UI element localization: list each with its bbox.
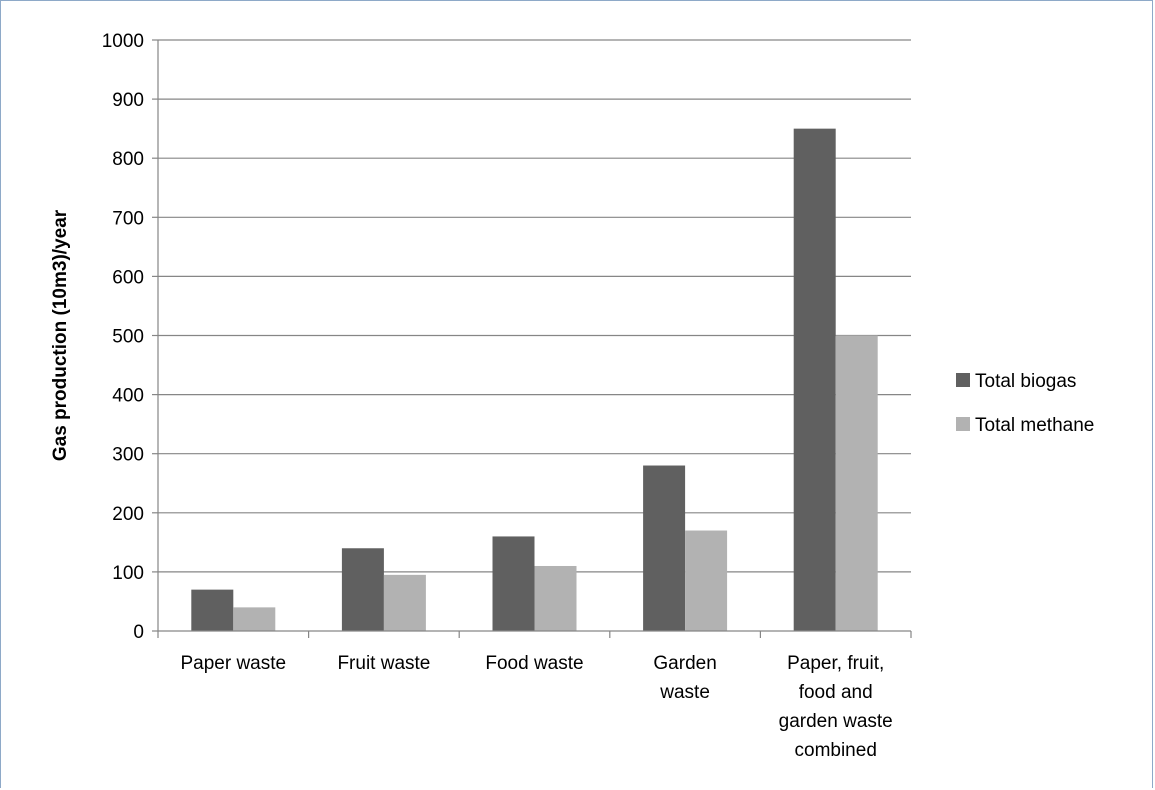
gridlines [152, 39, 911, 632]
y-tick-label: 0 [133, 622, 144, 643]
y-tick-label: 900 [112, 90, 144, 111]
bar [685, 530, 728, 631]
bar [341, 548, 384, 631]
legend-label: Total biogas [975, 371, 1076, 392]
bar [534, 565, 577, 631]
bar [492, 536, 535, 631]
y-axis-title: Gas production (10m3)/year [50, 209, 71, 461]
bar [643, 465, 686, 631]
y-tick-label: 800 [112, 149, 144, 170]
y-tick-label: 300 [112, 445, 144, 466]
x-category-label: Paper waste [180, 653, 286, 674]
x-category-label: waste [659, 682, 710, 703]
bar [383, 574, 426, 631]
y-tick-label: 500 [112, 327, 144, 348]
x-category-label: Food waste [485, 653, 583, 674]
x-category-label: Fruit waste [337, 653, 430, 674]
x-category-labels: Paper waste Fruit waste Food waste Garden wa… [180, 653, 892, 761]
legend-label: Total methane [975, 415, 1094, 436]
y-tick-labels: 0 100 200 300 400 500 600 700 800 900 1000 [102, 31, 144, 643]
axes [157, 40, 912, 638]
x-category-label: combined [795, 740, 877, 761]
x-category-label: food and [799, 682, 873, 703]
x-category-label: Garden [653, 653, 716, 674]
bar [233, 607, 276, 631]
bar [835, 335, 878, 631]
legend-swatch [956, 373, 970, 387]
x-category-label: Paper, fruit, [787, 653, 884, 674]
y-tick-label: 600 [112, 267, 144, 288]
x-category-label: garden waste [779, 711, 893, 732]
bar [793, 128, 836, 631]
y-tick-label: 400 [112, 386, 144, 407]
y-tick-label: 1000 [102, 31, 144, 52]
legend: Total biogas Total methane [956, 371, 1094, 436]
y-tick-label: 700 [112, 208, 144, 229]
y-tick-label: 100 [112, 563, 144, 584]
y-tick-label: 200 [112, 504, 144, 525]
bars [191, 128, 878, 631]
legend-swatch [956, 417, 970, 431]
bar [191, 589, 234, 631]
